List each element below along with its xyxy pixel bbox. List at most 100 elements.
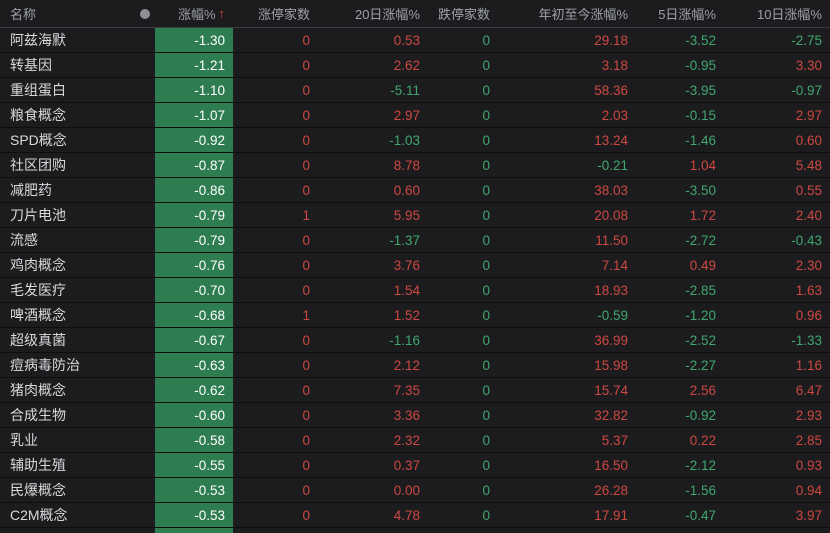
limit-up-count: 0 [302, 432, 310, 448]
column-header-change-percent[interactable]: 涨幅% ↑ [155, 0, 233, 27]
ytd-percent: 32.82 [594, 407, 628, 423]
table-row[interactable]: SPD概念 -0.92 0 -1.03 0 13.24 -1.46 0.60 [0, 128, 830, 153]
chg5-percent: -3.50 [685, 182, 716, 198]
table-row[interactable]: 痘病毒防治 -0.63 0 2.12 0 15.98 -2.27 1.16 [0, 353, 830, 378]
table-row[interactable]: 超级真菌 -0.67 0 -1.16 0 36.99 -2.52 -1.33 [0, 328, 830, 353]
sector-name: 粮食概念 [10, 107, 66, 123]
limit-down-count: 0 [482, 157, 490, 173]
change-percent-cell: -0.86 [155, 178, 233, 202]
column-header-limit-up-count[interactable]: 涨停家数 [233, 0, 318, 27]
limit-down-count: 0 [482, 257, 490, 273]
change-percent-cell: -0.76 [155, 253, 233, 277]
chg20-percent: -5.11 [390, 82, 420, 98]
sector-name: 重组蛋白 [10, 82, 66, 98]
limit-up-count: 0 [302, 382, 310, 398]
ytd-percent: 13.24 [594, 132, 628, 148]
chg20-percent: 2.62 [393, 57, 420, 73]
change-percent-cell: -1.30 [155, 28, 233, 52]
table-row[interactable]: 猪肉概念 -0.62 0 7.35 0 15.74 2.56 6.47 [0, 378, 830, 403]
limit-up-count: 0 [302, 157, 310, 173]
change-percent-cell: -0.63 [155, 353, 233, 377]
column-label-20d-change: 20日涨幅% [354, 7, 420, 22]
column-label-name: 名称 [10, 7, 37, 22]
chg10-percent: 2.93 [795, 407, 822, 423]
change-percent-cell: -0.79 [155, 228, 233, 252]
column-header-5d-change[interactable]: 5日涨幅% [636, 0, 724, 27]
ytd-percent: 20.08 [594, 207, 628, 223]
chg5-percent: -1.46 [685, 132, 716, 148]
limit-down-count: 0 [482, 57, 490, 73]
sector-name: 毛发医疗 [10, 282, 66, 298]
limit-down-count: 0 [482, 382, 490, 398]
chg5-percent: 2.56 [689, 382, 716, 398]
chg20-percent: 8.78 [393, 157, 420, 173]
change-percent-cell: -1.21 [155, 53, 233, 77]
table-row[interactable]: 民爆概念 -0.53 0 0.00 0 26.28 -1.56 0.94 [0, 478, 830, 503]
chg10-percent: 5.48 [795, 157, 822, 173]
table-row[interactable]: 辅助生殖 -0.55 0 0.37 0 16.50 -2.12 0.93 [0, 453, 830, 478]
indicator-dot-icon[interactable] [140, 8, 150, 19]
ytd-percent: 26.28 [594, 482, 628, 498]
chg5-percent: -2.72 [685, 232, 716, 248]
column-header-name[interactable]: 名称 [0, 0, 155, 27]
change-percent-cell: -1.10 [155, 78, 233, 102]
table-row[interactable]: 粮食概念 -1.07 0 2.97 0 2.03 -0.15 2.97 [0, 103, 830, 128]
table-row[interactable]: 重组蛋白 -1.10 0 -5.11 0 58.36 -3.95 -0.97 [0, 78, 830, 103]
limit-down-count: 0 [482, 282, 490, 298]
table-row[interactable]: 毛发医疗 -0.70 0 1.54 0 18.93 -2.85 1.63 [0, 278, 830, 303]
chg5-percent: -3.95 [685, 82, 716, 98]
column-header-20d-change[interactable]: 20日涨幅% [318, 0, 428, 27]
table-body: 阿兹海默 -1.30 0 0.53 0 29.18 -3.52 -2.75 转基… [0, 28, 830, 528]
sector-name: SPD概念 [10, 132, 67, 148]
table-row[interactable]: 合成生物 -0.60 0 3.36 0 32.82 -0.92 2.93 [0, 403, 830, 428]
table-row[interactable]: 流感 -0.79 0 -1.37 0 11.50 -2.72 -0.43 [0, 228, 830, 253]
table-row[interactable]: 鸡肉概念 -0.76 0 3.76 0 7.14 0.49 2.30 [0, 253, 830, 278]
column-header-10d-change[interactable]: 10日涨幅% [724, 0, 830, 27]
chg5-percent: 1.72 [689, 207, 716, 223]
limit-down-count: 0 [482, 207, 490, 223]
chg5-percent: -2.52 [685, 332, 716, 348]
chg5-percent: 0.49 [689, 257, 716, 273]
chg5-percent: -1.20 [685, 307, 716, 323]
change-percent-cell: -0.62 [155, 378, 233, 402]
sector-name: 减肥药 [10, 182, 52, 198]
table-row[interactable]: 乳业 -0.58 0 2.32 0 5.37 0.22 2.85 [0, 428, 830, 453]
sector-name: 超级真菌 [10, 332, 66, 348]
table-row[interactable]: 转基因 -1.21 0 2.62 0 3.18 -0.95 3.30 [0, 53, 830, 78]
chg5-percent: -0.47 [685, 507, 716, 523]
chg5-percent: -2.12 [685, 457, 716, 473]
table-row[interactable]: 刀片电池 -0.79 1 5.95 0 20.08 1.72 2.40 [0, 203, 830, 228]
change-percent-cell: -0.60 [155, 403, 233, 427]
column-label-5d-change: 5日涨幅% [658, 7, 716, 22]
chg20-percent: 0.37 [393, 457, 420, 473]
chg20-percent: 2.32 [393, 432, 420, 448]
limit-down-count: 0 [482, 457, 490, 473]
chg20-percent: -1.03 [389, 132, 420, 148]
ytd-percent: 7.14 [601, 257, 628, 273]
chg5-percent: -0.92 [685, 407, 716, 423]
partial-next-row [0, 528, 830, 533]
table-row[interactable]: 社区团购 -0.87 0 8.78 0 -0.21 1.04 5.48 [0, 153, 830, 178]
change-percent-cell: -0.70 [155, 278, 233, 302]
chg20-percent: 0.53 [393, 32, 420, 48]
table-row[interactable]: C2M概念 -0.53 0 4.78 0 17.91 -0.47 3.97 [0, 503, 830, 528]
limit-down-count: 0 [482, 307, 490, 323]
ytd-percent: 29.18 [594, 32, 628, 48]
ytd-percent: 5.37 [601, 432, 628, 448]
column-header-ytd-change[interactable]: 年初至今涨幅% [498, 0, 636, 27]
ytd-percent: 3.18 [601, 57, 628, 73]
chg10-percent: 3.30 [795, 57, 822, 73]
limit-down-count: 0 [482, 32, 490, 48]
table-row[interactable]: 啤酒概念 -0.68 1 1.52 0 -0.59 -1.20 0.96 [0, 303, 830, 328]
sector-name: C2M概念 [10, 507, 68, 523]
limit-up-count: 0 [302, 407, 310, 423]
chg20-percent: 7.35 [393, 382, 420, 398]
limit-up-count: 0 [302, 57, 310, 73]
table-row[interactable]: 阿兹海默 -1.30 0 0.53 0 29.18 -3.52 -2.75 [0, 28, 830, 53]
chg20-percent: -1.16 [389, 332, 420, 348]
change-percent-cell: -0.68 [155, 303, 233, 327]
table-row[interactable]: 减肥药 -0.86 0 0.60 0 38.03 -3.50 0.55 [0, 178, 830, 203]
chg10-percent: -1.33 [791, 332, 822, 348]
column-header-limit-down-count[interactable]: 跌停家数 [428, 0, 498, 27]
limit-up-count: 0 [302, 182, 310, 198]
